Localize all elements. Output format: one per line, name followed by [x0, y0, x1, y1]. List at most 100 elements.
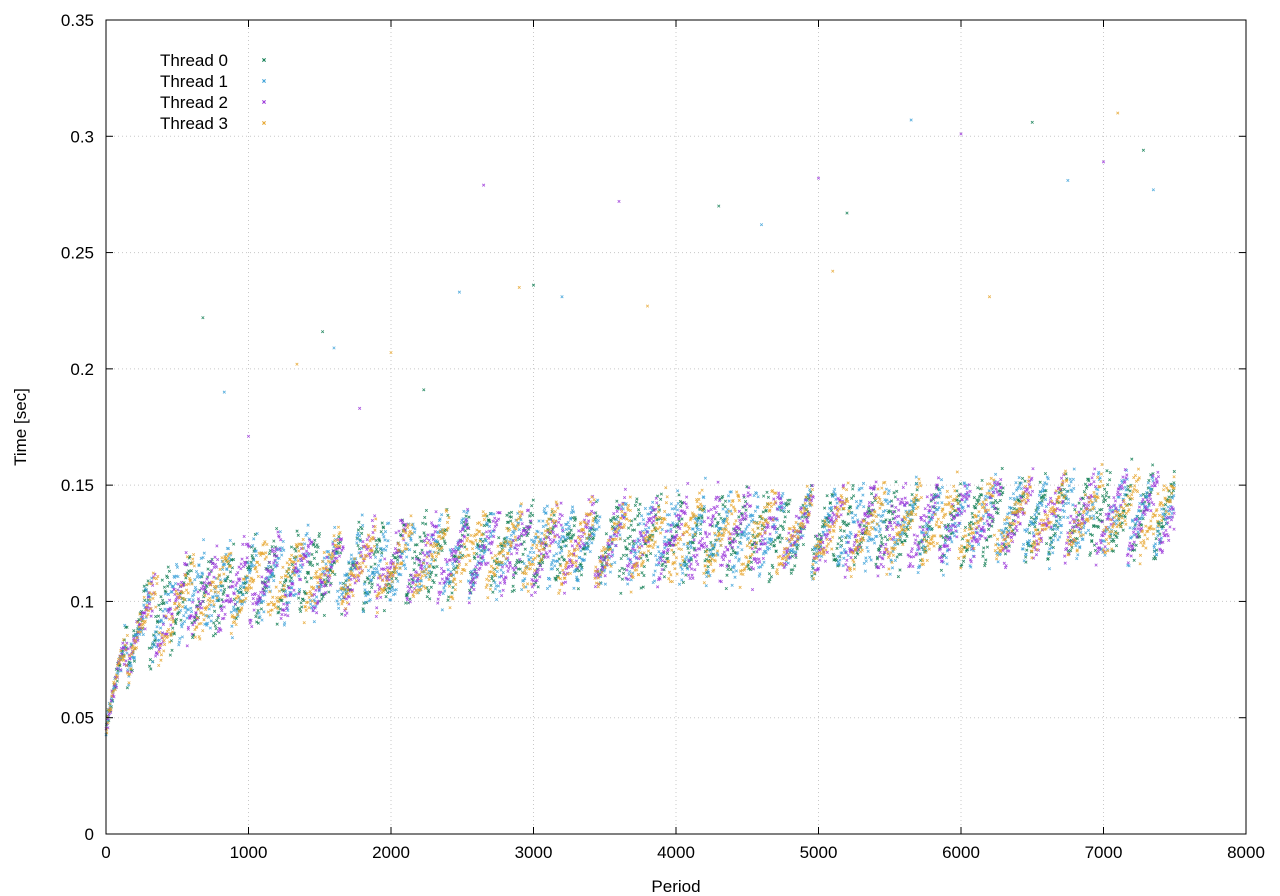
scatter-point-thread-0	[620, 566, 624, 570]
scatter-point-thread-0	[698, 531, 703, 536]
scatter-point-thread-1	[257, 611, 261, 615]
scatter-point-thread-1	[399, 573, 403, 577]
scatter-point-thread-1	[361, 523, 365, 527]
scatter-point-thread-0	[766, 495, 770, 499]
scatter-point-thread-1	[150, 576, 154, 580]
scatter-point-thread-0	[811, 566, 815, 571]
scatter-point-thread-1	[562, 535, 566, 539]
scatter-point-thread-0	[373, 550, 377, 554]
scatter-point-thread-0	[1108, 470, 1112, 475]
scatter-point-thread-1	[281, 539, 285, 544]
scatter-point-thread-0	[1038, 480, 1042, 484]
scatter-point-thread-0	[551, 527, 555, 531]
scatter-point-thread-0	[985, 538, 989, 542]
scatter-point-thread-1	[535, 535, 540, 539]
scatter-point-thread-0	[522, 540, 526, 544]
scatter-point-thread-1	[362, 582, 366, 586]
scatter-point-thread-1	[356, 537, 360, 541]
scatter-point-thread-1	[572, 586, 576, 590]
scatter-point-thread-1	[586, 542, 590, 546]
scatter-point-thread-0	[555, 567, 560, 572]
scatter-point-thread-1	[259, 598, 263, 602]
scatter-point-thread-1	[550, 561, 554, 565]
scatter-point-thread-1	[201, 538, 206, 542]
scatter-point-thread-0	[310, 552, 314, 557]
scatter-point-thread-0	[422, 531, 426, 535]
scatter-point-thread-1	[229, 610, 233, 614]
scatter-point-thread-0	[749, 567, 753, 572]
scatter-point-thread-1	[441, 591, 445, 596]
scatter-point-thread-0	[306, 570, 311, 574]
scatter-point-thread-0	[275, 622, 279, 626]
scatter-point-thread-0	[972, 496, 976, 500]
scatter-point-thread-0	[376, 550, 380, 554]
scatter-point-thread-1	[297, 587, 302, 592]
scatter-point-thread-0	[619, 556, 623, 561]
scatter-point-thread-1	[463, 525, 467, 529]
scatter-point-thread-1	[155, 625, 159, 629]
scatter-point-thread-0	[637, 508, 641, 512]
scatter-point-thread-1	[509, 533, 513, 537]
scatter-point-thread-0	[761, 510, 765, 514]
scatter-point-thread-1	[523, 577, 527, 581]
scatter-point-thread-0	[424, 508, 428, 512]
scatter-point-thread-0	[723, 505, 727, 509]
scatter-point-thread-1	[375, 545, 379, 549]
scatter-point-thread-0	[132, 659, 137, 663]
scatter-point-thread-0	[428, 597, 432, 601]
scatter-point-thread-0	[322, 613, 326, 617]
scatter-point-thread-0	[877, 547, 881, 551]
scatter-point-thread-0	[758, 539, 762, 543]
scatter-point-thread-1	[132, 655, 136, 660]
scatter-point-thread-0	[775, 527, 780, 531]
scatter-point-thread-1	[411, 526, 416, 530]
scatter-point-thread-0	[1046, 556, 1050, 561]
scatter-point-thread-1	[314, 604, 318, 608]
scatter-point-thread-0	[752, 550, 756, 554]
scatter-point-thread-1	[338, 581, 342, 585]
scatter-point-thread-0	[729, 567, 733, 572]
scatter-point-thread-1	[554, 552, 559, 556]
scatter-point-thread-0	[360, 527, 364, 531]
scatter-point-thread-1	[294, 592, 298, 596]
scatter-point-thread-0	[1095, 511, 1099, 515]
scatter-point-thread-0	[256, 609, 260, 613]
scatter-point-thread-0	[446, 513, 450, 517]
scatter-point-thread-1	[373, 555, 378, 559]
scatter-point-thread-0	[657, 508, 662, 512]
scatter-point-thread-1	[282, 548, 286, 552]
scatter-point-thread-0	[367, 581, 371, 585]
scatter-point-thread-0	[190, 621, 194, 625]
scatter-point-thread-1	[337, 606, 341, 610]
scatter-point-thread-1	[430, 557, 434, 562]
scatter-point-thread-0	[270, 545, 274, 549]
scatter-point-thread-1	[363, 600, 367, 604]
scatter-point-thread-0	[166, 584, 170, 588]
scatter-point-thread-0	[795, 547, 799, 551]
scatter-point-thread-1	[356, 531, 360, 535]
scatter-point-thread-0	[642, 565, 646, 569]
scatter-point-thread-1	[248, 569, 252, 573]
scatter-point-thread-0	[512, 588, 516, 592]
scatter-point-thread-1	[287, 600, 291, 605]
scatter-point-thread-0	[313, 538, 317, 542]
scatter-point-thread-1	[175, 565, 179, 569]
scatter-point-thread-0	[1044, 541, 1049, 546]
scatter-point-thread-1	[375, 567, 379, 571]
scatter-point-thread-1	[335, 599, 339, 603]
scatter-point-thread-0	[672, 525, 676, 529]
scatter-point-thread-0	[219, 604, 223, 608]
scatter-point-thread-0	[1043, 493, 1047, 497]
scatter-point-thread-0	[726, 567, 730, 572]
scatter-point-thread-0	[719, 516, 723, 520]
scatter-point-thread-1	[358, 534, 362, 538]
scatter-point-thread-0	[890, 512, 895, 516]
scatter-point-thread-0	[625, 547, 630, 551]
scatter-point-thread-0	[655, 494, 660, 498]
scatter-point-thread-1	[177, 640, 181, 644]
scatter-point-thread-1	[275, 561, 279, 565]
scatter-point-thread-0	[312, 556, 316, 560]
scatter-point-thread-0	[223, 587, 227, 591]
scatter-point-thread-0	[771, 565, 775, 570]
scatter-point-thread-0	[903, 539, 907, 543]
